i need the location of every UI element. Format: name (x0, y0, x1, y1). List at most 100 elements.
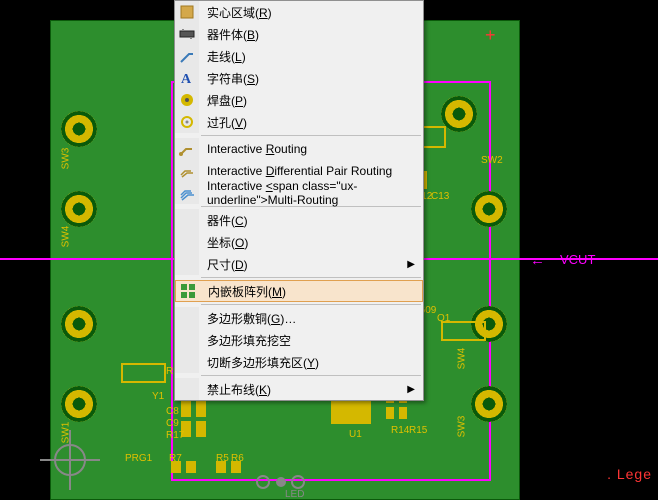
menu-item[interactable]: 实心区域(R) (175, 1, 423, 23)
blank-icon (175, 231, 199, 253)
pad-hole (471, 386, 507, 422)
menu-item-label: Interactive Differential Pair Routing (199, 164, 423, 178)
pad-hole (61, 386, 97, 422)
menu-item[interactable]: 过孔(V) (175, 111, 423, 133)
menu-separator (201, 375, 421, 376)
silk-label: PRG1 (125, 453, 152, 464)
menu-item-label: 焊盘(P) (199, 92, 423, 109)
menu-separator (201, 135, 421, 136)
silk-label: Q1 (437, 313, 450, 324)
silk-label: LED (285, 489, 304, 500)
blank-icon (175, 253, 199, 275)
silk-label: R6 (231, 453, 244, 464)
menu-item-label: 多边形填充挖空 (199, 332, 423, 349)
menu-item[interactable]: Interactive <span class="ux-underline">M… (175, 182, 423, 204)
pad-hole (61, 306, 97, 342)
origin-marker (40, 430, 100, 490)
pad-circle (291, 475, 305, 489)
menu-item[interactable]: 坐标(O) (175, 231, 423, 253)
menu-item-label: 字符串(S) (199, 70, 423, 87)
menu-item[interactable]: 禁止布线(K)▶ (175, 378, 423, 400)
menu-item-label: 禁止布线(K) (199, 381, 407, 398)
submenu-arrow-icon: ▶ (407, 259, 423, 270)
menu-item-label: Interactive <span class="ux-underline">M… (199, 179, 423, 207)
menu-item[interactable]: 内嵌板阵列(M) (175, 280, 423, 302)
component-outline (121, 363, 166, 383)
menu-separator (201, 277, 421, 278)
menu-item[interactable]: 器件体(B) (175, 23, 423, 45)
blank-icon (175, 351, 199, 373)
pad-hole (471, 191, 507, 227)
menu-item-label: 切断多边形填充区(Y) (199, 354, 423, 371)
menu-item-label: 尺寸(D) (199, 256, 407, 273)
silk-label: C8 (166, 406, 179, 417)
blank-icon (175, 378, 199, 400)
menu-item-label: 坐标(O) (199, 234, 423, 251)
silk-label: R14 (391, 425, 409, 436)
smd-pad (399, 407, 407, 419)
menu-item[interactable]: Interactive Routing (175, 138, 423, 160)
silk-label: SW4 (60, 226, 71, 248)
silk-label: U1 (349, 429, 362, 440)
menu-item[interactable]: 多边形填充挖空 (175, 329, 423, 351)
line-icon (175, 45, 199, 67)
menu-item[interactable]: 多边形敷铜(G)… (175, 307, 423, 329)
pad-circle (256, 475, 270, 489)
silk-label: R15 (409, 425, 427, 436)
text-icon: A (175, 67, 199, 89)
menu-item-label: 多边形敷铜(G)… (199, 310, 423, 327)
silk-label: R17 (166, 430, 184, 441)
pad-hole (441, 96, 477, 132)
menu-item-label: 器件(C) (199, 212, 423, 229)
menu-item-label: Interactive Routing (199, 142, 423, 156)
vcut-arrow-icon: ← (530, 252, 545, 269)
menu-item-label: 走线(L) (199, 48, 423, 65)
pad-circle (276, 477, 286, 487)
comp-icon (175, 23, 199, 45)
marker-cross: + (485, 25, 496, 46)
fill-icon (175, 1, 199, 23)
menu-item[interactable]: 走线(L) (175, 45, 423, 67)
silk-label: SW2 (481, 155, 503, 166)
menu-item-label: 实心区域(R) (199, 4, 423, 21)
smd-pad (196, 401, 206, 417)
smd-pad (181, 401, 191, 417)
silk-label: C9 (166, 418, 179, 429)
array-icon (176, 280, 200, 302)
smd-pad (196, 421, 206, 437)
svg-text:A: A (181, 72, 192, 86)
silk-label: R5 (216, 453, 229, 464)
menu-item[interactable]: 焊盘(P) (175, 89, 423, 111)
silk-label: C13 (431, 191, 449, 202)
diff-icon (175, 160, 199, 182)
silk-label: SW3 (456, 416, 467, 438)
multi-icon (175, 182, 199, 204)
menu-item[interactable]: 器件(C) (175, 209, 423, 231)
component-outline (441, 321, 486, 341)
pad-icon (175, 89, 199, 111)
smd-pad (386, 407, 394, 419)
menu-separator (201, 304, 421, 305)
menu-item-label: 器件体(B) (199, 26, 423, 43)
blank-icon (175, 209, 199, 231)
silk-label: R7 (169, 453, 182, 464)
pad-hole (61, 191, 97, 227)
smd-pad (186, 461, 196, 473)
menu-item-label: 内嵌板阵列(M) (200, 283, 422, 300)
vcut-label: VCUT (560, 252, 595, 267)
silk-label: SW3 (60, 148, 71, 170)
menu-item-label: 过孔(V) (199, 114, 423, 131)
menu-item[interactable]: 尺寸(D)▶ (175, 253, 423, 275)
blank-icon (175, 329, 199, 351)
legend-label: . Lege (607, 466, 652, 482)
pad-hole (61, 111, 97, 147)
via-icon (175, 111, 199, 133)
menu-item[interactable]: 切断多边形填充区(Y) (175, 351, 423, 373)
silk-label: Y1 (152, 391, 164, 402)
context-menu[interactable]: 实心区域(R) 器件体(B) 走线(L) A 字符串(S) 焊盘(P) 过孔(V) Inter… (174, 0, 424, 401)
submenu-arrow-icon: ▶ (407, 384, 423, 395)
menu-item[interactable]: A 字符串(S) (175, 67, 423, 89)
silk-label: SW4 (456, 348, 467, 370)
route-icon (175, 138, 199, 160)
blank-icon (175, 307, 199, 329)
